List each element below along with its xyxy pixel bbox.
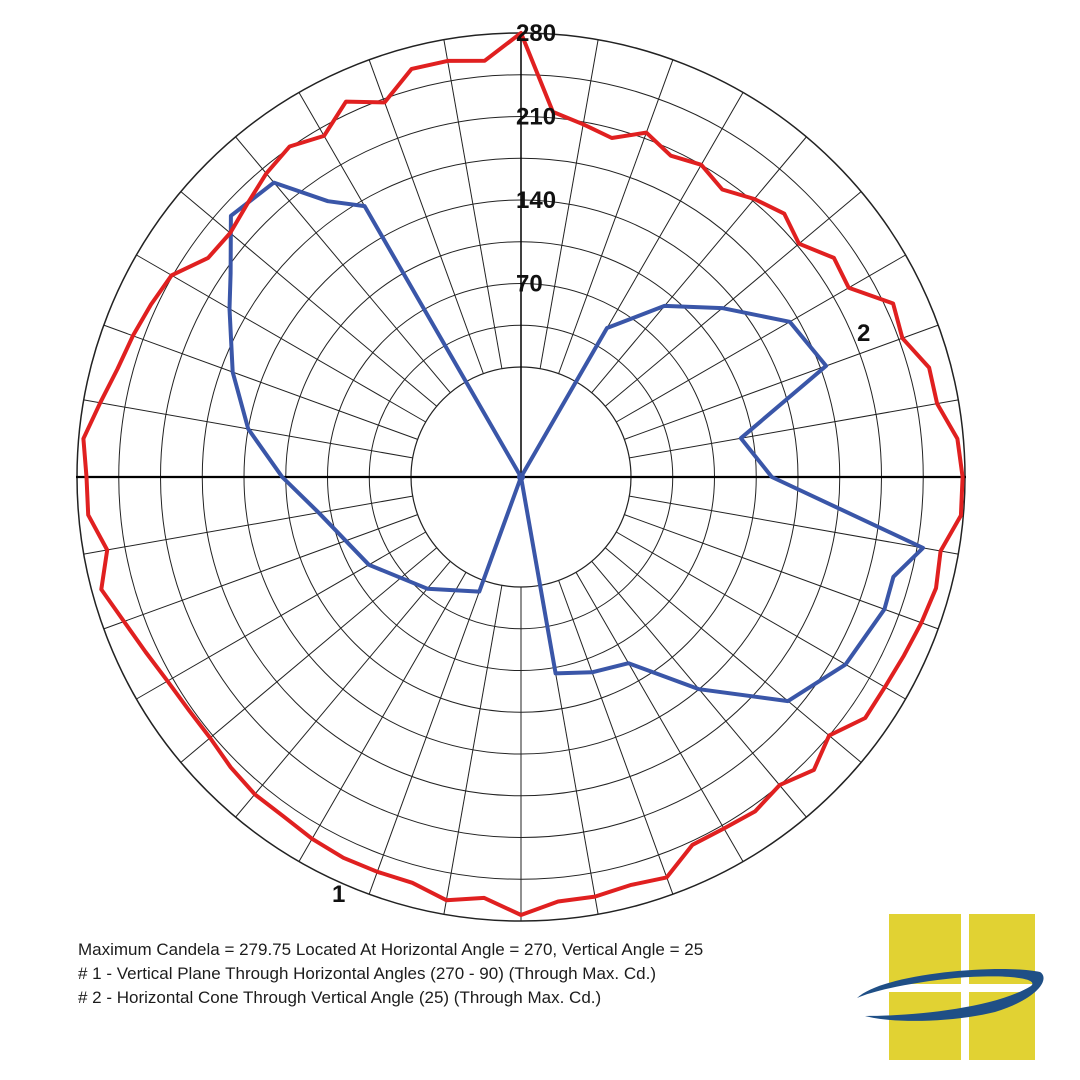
series-2-label: 2	[857, 320, 870, 347]
company-logo-icon	[857, 914, 1044, 1060]
caption-series-1: # 1 - Vertical Plane Through Horizontal …	[78, 964, 656, 983]
caption-max-candela: Maximum Candela = 279.75 Located At Hori…	[78, 940, 704, 959]
series-2-line	[81, 31, 965, 917]
ring-label-210: 210	[516, 104, 556, 131]
ring-label-70: 70	[516, 271, 543, 298]
chart-caption: Maximum Candela = 279.75 Located At Hori…	[78, 938, 703, 1010]
ring-label-280: 280	[516, 20, 556, 47]
polar-grid	[76, 32, 966, 922]
caption-series-2: # 2 - Horizontal Cone Through Vertical A…	[78, 988, 602, 1007]
logo-swoosh	[857, 969, 1044, 1021]
series-1-origin-point	[517, 473, 525, 481]
ring-labels: 70 140 210 280	[516, 20, 556, 298]
ring-label-140: 140	[516, 187, 556, 214]
series-1-line	[227, 180, 925, 704]
logo-square-bottom-left	[889, 992, 961, 1060]
chart-series	[81, 31, 965, 917]
series-1-label: 1	[332, 881, 345, 908]
